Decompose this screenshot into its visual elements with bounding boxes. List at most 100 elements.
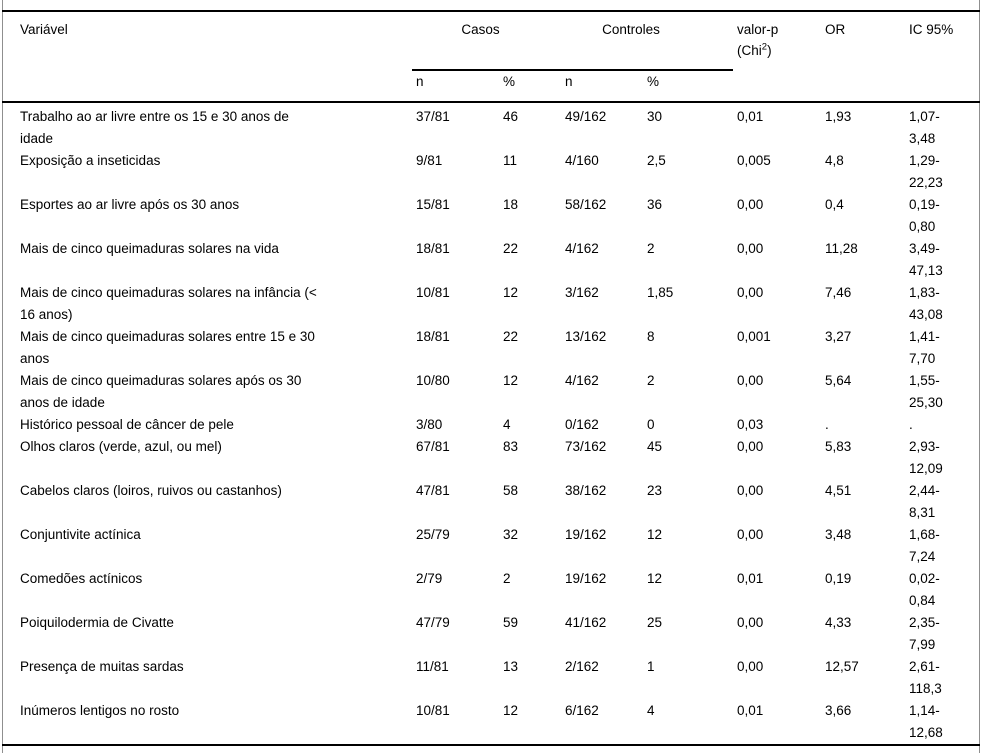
col-header-controles-pct: % xyxy=(643,70,734,103)
cell-casos-n: 11/81 xyxy=(416,659,449,674)
cell-controles-n: 6/162 xyxy=(565,703,599,718)
cell-casos-n: 3/80 xyxy=(416,417,443,432)
cell-controles-pct: 12 xyxy=(647,527,663,542)
cell-valor-p: 0,00 xyxy=(737,527,764,542)
cell-controles-n: 19/162 xyxy=(565,527,607,542)
cell-variable: Presença de muitas sardas xyxy=(20,659,184,674)
cell-casos-pct: 18 xyxy=(503,197,519,212)
table-row: Esportes ao ar livre após os 30 anos 15/8… xyxy=(2,194,980,238)
cell-casos-pct: 32 xyxy=(503,527,519,542)
cell-or: 5,83 xyxy=(825,439,852,454)
cell-controles-pct: 12 xyxy=(647,571,663,586)
cell-valor-p: 0,01 xyxy=(737,703,764,718)
cell-casos-pct: 22 xyxy=(503,329,519,344)
cell-controles-n: 4/162 xyxy=(565,373,599,388)
cell-ic: 1,14- 12,68 xyxy=(909,703,943,740)
cell-casos-n: 37/81 xyxy=(416,109,450,124)
cell-controles-n: 13/162 xyxy=(565,329,607,344)
col-header-variavel: Variável xyxy=(2,11,412,103)
cell-ic: 2,61- 118,3 xyxy=(909,659,942,696)
cell-ic: 1,07- 3,48 xyxy=(909,109,940,146)
table-row: Olhos claros (verde, azul, ou mel) 67/81 8… xyxy=(2,436,980,480)
cell-controles-pct: 23 xyxy=(647,483,663,498)
cell-controles-n: 38/162 xyxy=(565,483,607,498)
col-header-or: OR xyxy=(821,11,906,103)
cell-ic: 1,29- 22,23 xyxy=(909,153,943,190)
cell-valor-p: 0,00 xyxy=(737,285,764,300)
cell-casos-n: 18/81 xyxy=(416,329,450,344)
cell-controles-pct: 2 xyxy=(647,241,655,256)
cell-casos-pct: 2 xyxy=(503,571,511,586)
cell-casos-n: 10/81 xyxy=(416,285,450,300)
table-row: Poiquilodermia de Civatte 47/79 59 41/162 25… xyxy=(2,612,980,656)
cell-or: . xyxy=(825,417,829,432)
col-header-controles-n: n xyxy=(561,70,644,103)
cell-or: 4,51 xyxy=(825,483,852,498)
cell-casos-pct: 13 xyxy=(503,659,519,674)
table-body: Trabalho ao ar livre entre os 15 e 30 an… xyxy=(2,102,980,745)
cell-variable: Poiquilodermia de Civatte xyxy=(20,615,174,630)
table-header: Variável Casos Controles valor-p (Chi2) … xyxy=(2,11,981,103)
cell-controles-pct: 36 xyxy=(647,197,663,212)
cell-controles-pct: 45 xyxy=(647,439,663,454)
cell-valor-p: 0,00 xyxy=(737,659,764,674)
col-header-casos-group: Casos xyxy=(412,11,562,71)
cell-variable: Mais de cinco queimaduras solares na vid… xyxy=(20,241,279,256)
cell-casos-pct: 46 xyxy=(503,109,519,124)
cell-or: 0,4 xyxy=(825,197,844,212)
cell-or: 4,33 xyxy=(825,615,852,630)
cell-valor-p: 0,01 xyxy=(737,571,764,586)
cell-controles-pct: 2,5 xyxy=(647,153,666,168)
cell-controles-pct: 1 xyxy=(647,659,655,674)
cell-casos-n: 18/81 xyxy=(416,241,450,256)
cell-controles-pct: 0 xyxy=(647,417,655,432)
cell-valor-p: 0,00 xyxy=(737,197,764,212)
table-row: Mais de cinco queimaduras solares entre … xyxy=(2,326,980,370)
cell-valor-p: 0,00 xyxy=(737,483,764,498)
cell-casos-n: 9/81 xyxy=(416,153,443,168)
table-row: Mais de cinco queimaduras solares na inf… xyxy=(2,282,980,326)
cell-casos-pct: 58 xyxy=(503,483,519,498)
cell-controles-n: 41/162 xyxy=(565,615,607,630)
cell-variable: Olhos claros (verde, azul, ou mel) xyxy=(20,439,222,454)
cell-casos-n: 10/80 xyxy=(416,373,450,388)
valor-p-chi-close: ) xyxy=(767,43,772,58)
cell-casos-n: 25/79 xyxy=(416,527,450,542)
cell-or: 5,64 xyxy=(825,373,852,388)
cell-casos-n: 10/81 xyxy=(416,703,450,718)
col-header-controles-group: Controles xyxy=(561,11,734,71)
cell-variable: Esportes ao ar livre após os 30 anos xyxy=(20,197,240,212)
results-table: Variável Casos Controles valor-p (Chi2) … xyxy=(2,10,981,746)
table-row: Histórico pessoal de câncer de pele 3/80 4… xyxy=(2,414,980,436)
cell-or: 12,57 xyxy=(825,659,859,674)
cell-valor-p: 0,005 xyxy=(737,153,771,168)
cell-controles-pct: 30 xyxy=(647,109,663,124)
table-row: Mais de cinco queimaduras solares após o… xyxy=(2,370,980,414)
table-row: Trabalho ao ar livre entre os 15 e 30 an… xyxy=(2,102,980,150)
cell-casos-n: 47/79 xyxy=(416,615,450,630)
col-header-casos-n: n xyxy=(412,70,499,103)
cell-casos-pct: 12 xyxy=(503,373,519,388)
cell-controles-pct: 2 xyxy=(647,373,655,388)
cell-controles-n: 0/162 xyxy=(565,417,599,432)
cell-controles-n: 3/162 xyxy=(565,285,599,300)
cell-variable: Comedões actínicos xyxy=(20,571,143,586)
cell-or: 0,19 xyxy=(825,571,852,586)
cell-variable: Mais de cinco queimaduras solares na inf… xyxy=(20,285,317,322)
cell-casos-n: 47/81 xyxy=(416,483,450,498)
cell-valor-p: 0,00 xyxy=(737,615,764,630)
cell-controles-n: 49/162 xyxy=(565,109,607,124)
col-header-valor-p: valor-p (Chi2) xyxy=(733,11,822,103)
cell-controles-pct: 4 xyxy=(647,703,655,718)
cell-variable: Conjuntivite actínica xyxy=(20,527,141,542)
cell-or: 3,48 xyxy=(825,527,852,542)
cell-ic: 0,02- 0,84 xyxy=(909,571,940,608)
header-sub-row: n % n % xyxy=(2,70,980,103)
cell-casos-n: 15/81 xyxy=(416,197,450,212)
cell-controles-n: 4/162 xyxy=(565,241,599,256)
cell-controles-n: 73/162 xyxy=(565,439,607,454)
cell-ic: 2,35- 7,99 xyxy=(909,615,940,652)
cell-valor-p: 0,001 xyxy=(737,329,771,344)
